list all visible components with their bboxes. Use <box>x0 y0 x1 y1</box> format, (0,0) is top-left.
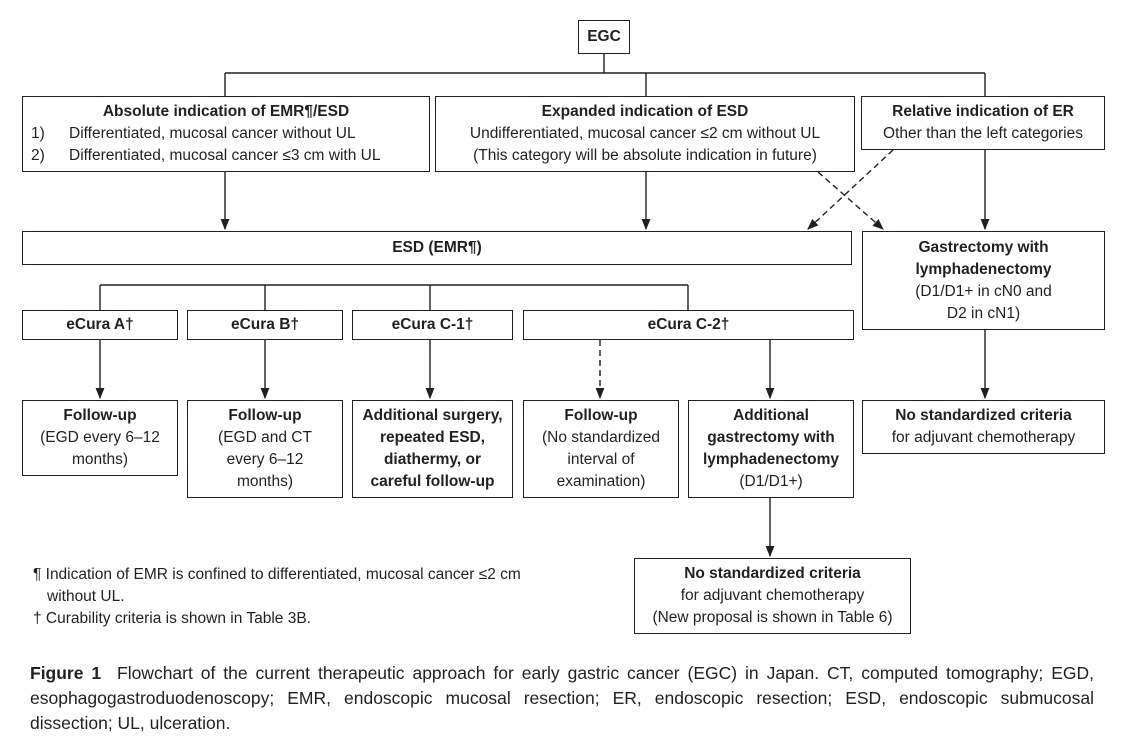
egc-box: EGC <box>578 20 630 54</box>
relative-indication-box: Relative indication of ER Other than the… <box>861 96 1105 150</box>
absolute-indication-box: Absolute indication of EMR¶/ESD 1) Diffe… <box>22 96 430 172</box>
absolute-indication-title: Absolute indication of EMR¶/ESD <box>102 103 350 120</box>
gastrectomy-box: Gastrectomy with lymphadenectomy (D1/D1+… <box>862 231 1105 330</box>
figure-caption: Figure 1 Flowchart of the current therap… <box>30 661 1094 736</box>
additional-surgery-box: Additional surgery, repeated ESD, diathe… <box>352 400 513 498</box>
relative-indication-title: Relative indication of ER <box>892 103 1074 120</box>
egc-label: EGC <box>587 28 621 45</box>
footnote-emr: ¶ Indication of EMR is confined to diffe… <box>33 566 521 605</box>
ecura-a-box: eCura A† <box>22 310 178 340</box>
followup-c2-box: Follow-up (No standardized interval of e… <box>523 400 679 498</box>
ecura-b-box: eCura B† <box>187 310 343 340</box>
additional-gastrectomy-box: Additional gastrectomy with lymphadenect… <box>688 400 854 498</box>
followup-b-box: Follow-up (EGD and CT every 6–12 months) <box>187 400 343 498</box>
expanded-indication-title: Expanded indication of ESD <box>541 103 749 120</box>
expanded-indication-box: Expanded indication of ESD Undifferentia… <box>435 96 855 172</box>
ecura-c1-box: eCura C-1† <box>352 310 513 340</box>
no-standardized-right-box: No standardized criteria for adjuvant ch… <box>862 400 1105 454</box>
esd-box: ESD (EMR¶) <box>22 231 852 265</box>
footnote-curability: † Curability criteria is shown in Table … <box>33 610 311 627</box>
ecura-c2-box: eCura C-2† <box>523 310 854 340</box>
followup-a-box: Follow-up (EGD every 6–12 months) <box>22 400 178 476</box>
dashed-arrow-expanded-gastrectomy <box>817 171 884 230</box>
list-item: 1) Differentiated, mucosal cancer withou… <box>31 125 356 142</box>
no-standardized-bottom-box: No standardized criteria for adjuvant ch… <box>634 558 911 634</box>
list-item: 2) Differentiated, mucosal cancer ≤3 cm … <box>31 147 381 164</box>
figure-label: Figure 1 <box>30 663 102 683</box>
figure-caption-text: Flowchart of the current therapeutic app… <box>30 663 1094 733</box>
